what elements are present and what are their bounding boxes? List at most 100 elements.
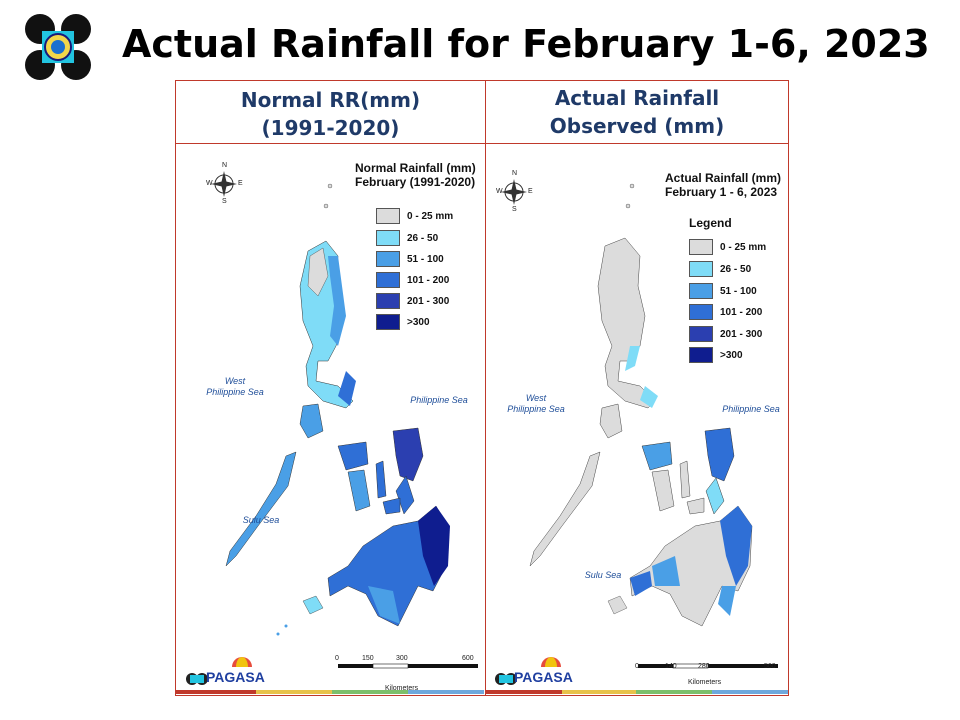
legend-label: 0 - 25 mm (720, 241, 767, 253)
scale-tick: 300 (396, 655, 408, 662)
sea-label-line: West (525, 393, 547, 403)
scale-bar (638, 663, 778, 669)
legend-swatch (376, 230, 400, 246)
right-legend-item: 26 - 50 (689, 260, 751, 278)
legend-swatch (376, 293, 400, 309)
compass-e: E (528, 188, 533, 195)
legend-swatch (689, 347, 713, 363)
compass-icon (211, 171, 237, 197)
right-legend-title: Actual Rainfall (mm) February 1 - 6, 202… (665, 171, 781, 199)
right-actual-rainfall-map (501, 179, 778, 669)
left-normal-rainfall-map (211, 171, 478, 669)
right-brand-name: PAGASA (514, 669, 573, 685)
compass-n: N (222, 162, 228, 169)
legend-label: 51 - 100 (407, 253, 444, 265)
panel-divider (485, 80, 486, 696)
sea-label-line: Philippine Sea (206, 387, 264, 397)
left-panel-header: Normal RR(mm) (1991-2020) (176, 86, 485, 142)
legend-swatch (689, 326, 713, 342)
right-west-sea-label: West Philippine Sea (506, 393, 566, 415)
scale-tick: 0 (635, 663, 639, 670)
left-legend-item: 0 - 25 mm (376, 207, 453, 225)
left-legend-item: 201 - 300 (376, 292, 449, 310)
scale-bar (338, 663, 478, 669)
scale-unit: Kilometers (688, 679, 722, 686)
legend-swatch (376, 251, 400, 267)
legend-label: 0 - 25 mm (407, 210, 454, 222)
compass-icon (501, 179, 527, 205)
right-legend-item: 201 - 300 (689, 325, 762, 343)
compass-e: E (238, 180, 243, 187)
slide-title: Actual Rainfall for February 1-6, 2023 (122, 22, 930, 66)
compass-w: W (496, 188, 503, 195)
pagasa-umbrella-icon (186, 657, 252, 685)
scale-tick: 150 (362, 655, 374, 662)
scale-unit: Kilometers (385, 685, 419, 692)
footer-bar-red (176, 690, 256, 694)
left-legend-item: 51 - 100 (376, 250, 444, 268)
compass-s: S (512, 206, 517, 213)
compass-s: S (222, 198, 227, 205)
left-legend-title-line1: Normal Rainfall (mm) (355, 161, 476, 175)
sea-label-line: Philippine Sea (507, 404, 565, 414)
left-brand-name: PAGASA (206, 669, 265, 685)
scale-tick: 560 (764, 663, 776, 670)
footer-bar-yellow (256, 690, 332, 694)
footer-bar-green (332, 690, 408, 694)
right-legend-title-line2: February 1 - 6, 2023 (665, 185, 778, 199)
left-east-sea-label: Philippine Sea (410, 395, 468, 405)
legend-label: 201 - 300 (407, 295, 450, 307)
legend-label: >300 (720, 349, 743, 361)
legend-swatch (376, 208, 400, 224)
header-divider (175, 143, 789, 144)
legend-swatch (376, 272, 400, 288)
footer-bar-green (636, 690, 712, 694)
sea-label-line: West (224, 376, 246, 386)
right-header-line2: Observed (mm) (549, 114, 725, 138)
left-sulu-sea-label: Sulu Sea (242, 515, 280, 525)
maps-frame (175, 80, 789, 696)
scale-tick: 0 (335, 655, 339, 662)
legend-swatch (689, 261, 713, 277)
right-brand-logo (493, 655, 563, 695)
compass-w: W (206, 180, 213, 187)
footer-bar-red (486, 690, 562, 694)
left-west-sea-label: West Philippine Sea (205, 376, 265, 398)
right-legend-item: >300 (689, 346, 743, 364)
right-legend-title-line1: Actual Rainfall (mm) (665, 171, 782, 185)
right-legend-item: 0 - 25 mm (689, 238, 766, 256)
legend-label: 101 - 200 (720, 306, 763, 318)
legend-label: 51 - 100 (720, 285, 757, 297)
legend-swatch (689, 304, 713, 320)
legend-swatch (689, 283, 713, 299)
scale-tick: 140 (665, 663, 677, 670)
right-sulu-sea-label: Sulu Sea (584, 570, 622, 580)
compass-n: N (512, 170, 518, 177)
right-legend-item: 51 - 100 (689, 282, 757, 300)
footer-bar-yellow (562, 690, 636, 694)
left-legend-item: 101 - 200 (376, 271, 449, 289)
pagasa-logo (25, 14, 91, 80)
legend-label: 101 - 200 (407, 274, 450, 286)
legend-swatch (376, 314, 400, 330)
left-legend-item: >300 (376, 313, 430, 331)
left-legend-title: Normal Rainfall (mm) February (1991-2020… (355, 161, 476, 189)
left-header-line1: Normal RR(mm) (240, 88, 421, 112)
legend-label: >300 (407, 316, 430, 328)
right-legend-heading: Legend (689, 216, 732, 230)
right-header-line1: Actual Rainfall (554, 86, 720, 110)
right-panel-header: Actual Rainfall Observed (mm) (486, 84, 788, 140)
right-legend-item: 101 - 200 (689, 303, 762, 321)
pagasa-umbrella-icon (495, 657, 561, 685)
left-legend-item: 26 - 50 (376, 229, 438, 247)
left-brand-logo (184, 655, 254, 695)
left-header-line2: (1991-2020) (261, 116, 400, 140)
left-legend-title-line2: February (1991-2020) (355, 175, 476, 189)
legend-label: 201 - 300 (720, 328, 763, 340)
scale-tick: 280 (698, 663, 710, 670)
scale-tick: 600 (462, 655, 474, 662)
footer-bar-blue (712, 690, 788, 694)
legend-label: 26 - 50 (720, 263, 752, 275)
legend-label: 26 - 50 (407, 232, 439, 244)
legend-swatch (689, 239, 713, 255)
